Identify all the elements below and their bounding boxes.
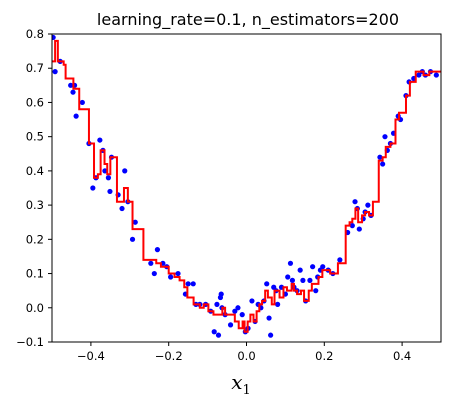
- data-point: [380, 161, 386, 167]
- data-point: [68, 82, 74, 88]
- data-point: [154, 247, 161, 253]
- prediction-line: [52, 39, 441, 333]
- data-point: [218, 291, 224, 297]
- data-point: [232, 308, 238, 314]
- data-point: [151, 270, 157, 277]
- data-point: [148, 260, 154, 266]
- y-tick-label: 0.1: [26, 267, 44, 281]
- y-tick-label: 0.5: [26, 130, 44, 144]
- data-point: [268, 332, 274, 338]
- data-point: [307, 277, 313, 283]
- data-point: [52, 69, 58, 75]
- data-point: [310, 264, 316, 270]
- data-point: [433, 72, 439, 78]
- x-tick-label: 0.0: [237, 349, 255, 363]
- data-point: [297, 267, 303, 273]
- plot-area: [52, 34, 441, 338]
- x-tick-label: 0.4: [393, 349, 411, 363]
- data-point: [122, 168, 128, 174]
- x-tick-label: 0.2: [315, 349, 333, 363]
- data-point: [266, 315, 272, 321]
- data-point: [227, 322, 234, 328]
- plot-frame: [51, 33, 442, 343]
- data-point: [377, 154, 383, 160]
- data-point: [382, 134, 388, 140]
- data-point: [73, 113, 79, 119]
- data-point: [289, 277, 295, 283]
- data-point: [90, 185, 96, 191]
- data-point: [102, 168, 108, 174]
- x-tick-label: −0.4: [77, 349, 105, 363]
- x-axis-label-main: x: [231, 370, 242, 394]
- data-point: [356, 226, 362, 232]
- x-tick-label: −0.2: [155, 349, 183, 363]
- y-tick-label: 0.4: [26, 164, 44, 178]
- y-tick-label: 0.6: [26, 95, 44, 109]
- data-point: [107, 188, 113, 195]
- data-point: [129, 236, 136, 242]
- data-point: [320, 264, 326, 270]
- data-point: [365, 202, 371, 208]
- data-point: [285, 274, 291, 280]
- data-point: [190, 281, 196, 287]
- data-point: [287, 260, 294, 266]
- data-point: [52, 34, 56, 41]
- y-tick-label: 0.7: [26, 61, 44, 75]
- data-point: [79, 99, 85, 106]
- data-point: [275, 301, 281, 307]
- data-point: [119, 205, 125, 212]
- data-point: [239, 312, 245, 318]
- data-point: [175, 270, 181, 277]
- y-tick-label: 0.0: [26, 301, 44, 315]
- y-tick-label: 0.2: [26, 232, 44, 246]
- y-tick-label: −0.1: [16, 335, 44, 349]
- data-point: [349, 223, 355, 229]
- data-point: [211, 329, 217, 335]
- data-point: [352, 199, 358, 205]
- data-point: [249, 298, 255, 304]
- axes: −0.4 −0.2 0.0 0.2 0.4 −0.1 0.0 0.1 0.2 0.3 0.4 0.5 0…: [16, 27, 442, 363]
- data-point: [416, 72, 422, 78]
- data-point: [337, 257, 343, 263]
- data-point: [235, 305, 241, 311]
- data-point: [97, 137, 103, 143]
- data-point: [313, 288, 319, 294]
- y-tick-label: 0.8: [26, 27, 44, 41]
- x-axis-label-subscript: 1: [243, 383, 251, 398]
- y-tick-label: 0.3: [26, 198, 44, 212]
- data-point: [215, 332, 222, 338]
- data-point: [132, 219, 138, 225]
- x-axis-label: x1: [231, 370, 251, 398]
- data-point: [300, 277, 306, 283]
- data-point: [70, 89, 76, 95]
- data-point: [105, 175, 112, 181]
- data-point: [264, 281, 270, 287]
- chart-title: learning_rate=0.1, n_estimators=200: [97, 10, 399, 30]
- data-point: [214, 301, 220, 307]
- data-point: [168, 274, 174, 280]
- data-point: [185, 281, 191, 287]
